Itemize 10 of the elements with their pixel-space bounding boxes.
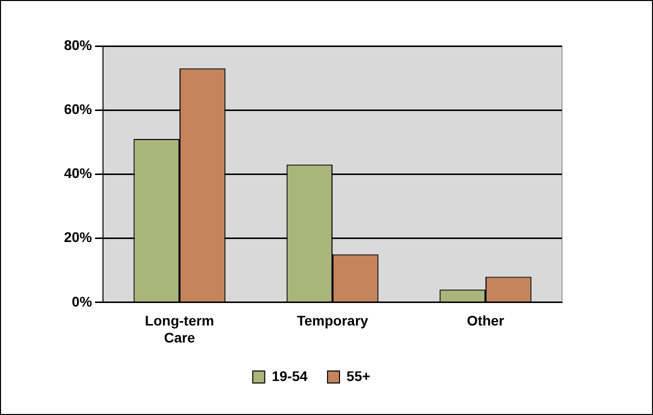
- y-tick-label: 0%: [72, 293, 93, 310]
- y-tick-label: 80%: [64, 36, 93, 53]
- x-tick-label: Other: [466, 312, 505, 329]
- x-tick-label: Long-term Care: [144, 312, 214, 346]
- legend-label: 55+: [346, 368, 370, 384]
- y-tick-label: 60%: [64, 100, 93, 117]
- y-tick-label: 40%: [64, 165, 93, 182]
- legend-label: 19-54: [272, 368, 308, 384]
- y-tick-label: 20%: [64, 229, 93, 246]
- x-tick-label: Temporary: [296, 312, 368, 329]
